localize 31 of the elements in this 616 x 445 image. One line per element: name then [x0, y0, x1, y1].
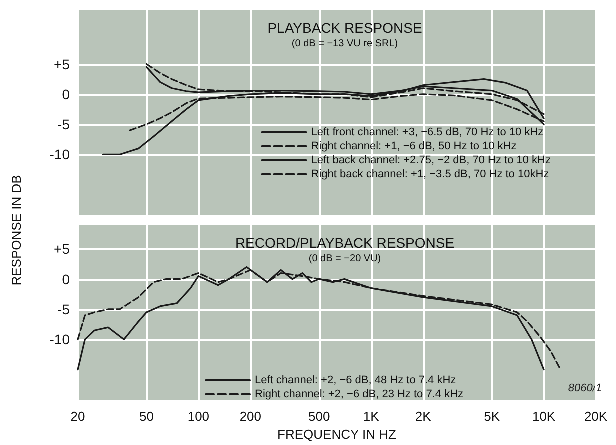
legend-label: Left back channel: +2.75, −2 dB, 70 Hz to 10 kHz — [311, 154, 552, 166]
x-tick-label: 50 — [139, 409, 154, 424]
y-tick-label: -10 — [50, 332, 70, 348]
x-tick-label: 10K — [532, 409, 556, 424]
text: (0 dB = −20 VU) — [308, 254, 382, 264]
text: RECORD/PLAYBACK RESPONSE — [235, 235, 455, 251]
y-tick-label: 0 — [62, 86, 70, 102]
text: (0 dB = −13 VU re SRL) — [292, 38, 398, 50]
y-tick-label: -5 — [58, 116, 70, 133]
annotation: 8060/1 — [568, 382, 602, 394]
y-tick-label: 0 — [62, 271, 70, 288]
legend-label: Right channel: +1, −6 dB, 50 Hz to 10 kHz — [311, 140, 517, 152]
y-axis-title: RESPONSE IN DB — [8, 174, 24, 286]
x-tick-label: 1K — [363, 409, 380, 424]
x-tick-label: 2K — [415, 409, 432, 424]
y-tick-label: -10 — [50, 146, 70, 163]
y-tick-label: +5 — [54, 56, 70, 72]
x-tick-label: 100 — [188, 409, 210, 424]
y-tick-label: -5 — [58, 301, 70, 318]
x-tick-label: 20K — [584, 409, 608, 424]
x-axis-title: FREQUENCY IN HZ — [278, 426, 397, 442]
x-tick-label: 5K — [484, 409, 500, 424]
x-tick-label: 20 — [70, 409, 86, 424]
x-tick-label: 200 — [240, 409, 262, 424]
legend-label: Left channel: +2, −6 dB, 48 Hz to 7.4 kHz — [255, 374, 456, 386]
legend-label: Right back channel: +1, −3.5 dB, 70 Hz to 10kHz — [311, 168, 550, 180]
y-tick-label: +5 — [54, 241, 70, 258]
legend-label: Left front channel: +3, −6.5 dB, 70 Hz to 10 kHz — [311, 126, 544, 138]
x-tick-label: 500 — [308, 409, 330, 424]
text: PLAYBACK RESPONSE — [268, 20, 422, 36]
legend-label: Right channel: +2, −6 dB, 23 Hz to 7.4 kHz — [255, 388, 464, 400]
